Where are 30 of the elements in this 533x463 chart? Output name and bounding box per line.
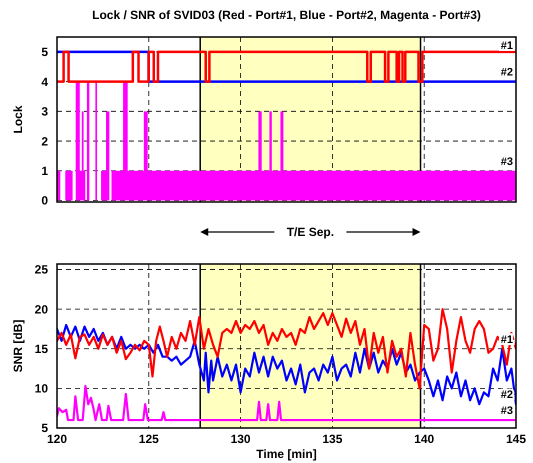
y-tick-label: 3 [41, 104, 48, 119]
y-axis-title: Lock [11, 105, 25, 134]
y-tick-label: 20 [34, 302, 48, 316]
text: T/E Sep. [286, 225, 334, 240]
series-label: #2 [500, 389, 513, 402]
x-tick-label: 120 [46, 432, 68, 446]
y-tick-label: 2 [41, 134, 48, 148]
x-tick-label: 140 [414, 432, 435, 446]
series-label: #1 [500, 40, 513, 52]
line-series [57, 384, 516, 422]
line-series [57, 308, 516, 390]
y-tick-label: 0 [41, 194, 48, 208]
y-tick-label: 25 [34, 262, 48, 277]
x-tick-label: 135 [322, 432, 343, 446]
series-label: #3 [500, 156, 513, 168]
y-tick-label: 1 [41, 164, 48, 178]
y-axis-title: SNR [dB] [11, 320, 25, 372]
x-axis-title: Time [min] [256, 447, 317, 461]
y-tick-label: 10 [34, 382, 48, 396]
y-tick-label: 15 [34, 342, 48, 356]
y-tick-label: 4 [41, 74, 48, 89]
y-tick-label: 5 [41, 421, 48, 436]
series-label: #2 [500, 66, 513, 79]
x-tick-label: 145 [506, 432, 526, 446]
chart-title: Lock / SNR of SVID03 (Red - Port#1, Blue - Port#2, Magenta - Port#3) [92, 8, 481, 22]
series-label: #3 [500, 405, 513, 418]
x-tick-label: 125 [138, 432, 160, 446]
line-series [57, 324, 516, 406]
y-tick-label: 5 [41, 45, 48, 60]
x-tick-label: 130 [230, 432, 251, 446]
